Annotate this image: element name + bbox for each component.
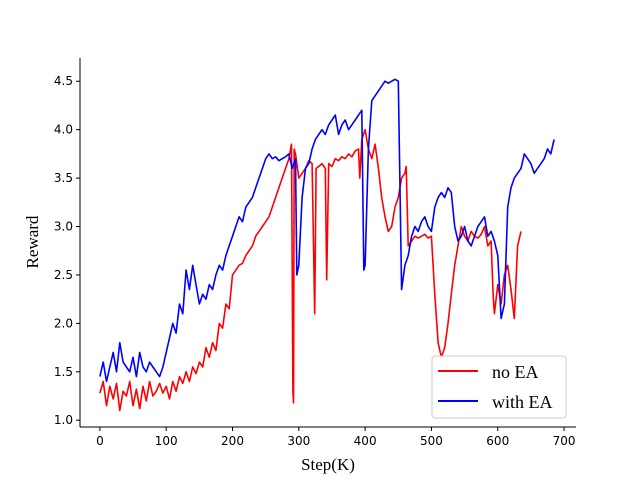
x-axis-ticks: 0 100 200 300 400 500 600 700 bbox=[96, 427, 576, 448]
legend-label-with-ea: with EA bbox=[492, 392, 553, 412]
x-tick-label: 300 bbox=[287, 434, 310, 448]
x-tick-label: 700 bbox=[553, 434, 576, 448]
series-line-no-ea bbox=[99, 128, 522, 412]
y-tick-label: 4.5 bbox=[54, 74, 73, 88]
x-tick-label: 200 bbox=[221, 434, 244, 448]
series-lines bbox=[99, 78, 555, 412]
legend-label-no-ea: no EA bbox=[492, 362, 539, 382]
x-tick-label: 100 bbox=[155, 434, 178, 448]
y-tick-label: 1.0 bbox=[54, 413, 73, 427]
y-tick-label: 1.5 bbox=[54, 365, 73, 379]
x-tick-label: 400 bbox=[354, 434, 377, 448]
y-tick-label: 4.0 bbox=[54, 123, 73, 137]
y-tick-label: 2.5 bbox=[54, 268, 73, 282]
legend: no EA with EA bbox=[431, 355, 567, 419]
y-tick-label: 3.0 bbox=[54, 220, 73, 234]
y-axis-ticks: 1.0 1.5 2.0 2.5 3.0 3.5 4.0 4.5 bbox=[54, 74, 80, 427]
x-tick-label: 600 bbox=[486, 434, 509, 448]
series-line-with-ea bbox=[99, 78, 555, 383]
y-tick-label: 2.0 bbox=[54, 316, 73, 330]
x-axis-title: Step(K) bbox=[301, 455, 355, 474]
y-tick-label: 3.5 bbox=[54, 171, 73, 185]
x-tick-label: 0 bbox=[96, 434, 104, 448]
y-axis-title: Reward bbox=[23, 215, 42, 268]
x-tick-label: 500 bbox=[420, 434, 443, 448]
